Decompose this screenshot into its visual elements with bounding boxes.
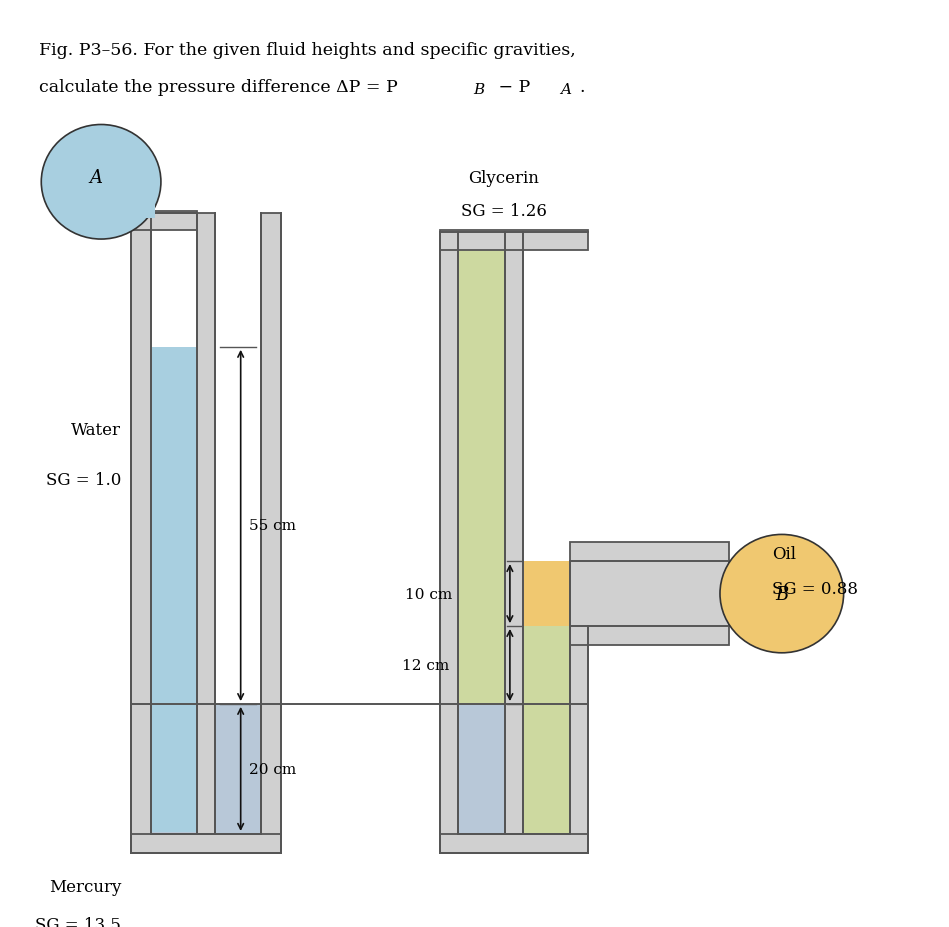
Circle shape (41, 125, 161, 240)
Text: Water: Water (71, 422, 121, 439)
Bar (569, 542, 729, 645)
Bar (505, 233, 523, 853)
Bar (131, 212, 196, 231)
Bar (261, 214, 281, 853)
Text: 10 cm: 10 cm (405, 587, 453, 601)
Text: B: B (473, 83, 484, 97)
Bar (569, 627, 587, 853)
Text: − P: − P (493, 79, 530, 95)
Bar (458, 705, 505, 834)
Text: calculate the pressure difference ΔP = P: calculate the pressure difference ΔP = P (39, 79, 398, 95)
Bar (440, 231, 587, 250)
Bar (440, 834, 587, 853)
Text: Mercury: Mercury (48, 878, 121, 895)
Bar (196, 214, 214, 853)
Bar (440, 231, 587, 250)
Bar (131, 834, 281, 853)
Bar (131, 212, 196, 231)
Bar (151, 832, 261, 853)
Text: 12 cm: 12 cm (402, 658, 450, 672)
Bar (523, 562, 569, 627)
Bar (130, 192, 155, 219)
Text: Fig. P3–56. For the given fluid heights and specific gravities,: Fig. P3–56. For the given fluid heights … (39, 43, 576, 59)
Text: .: . (580, 79, 586, 95)
Text: SG = 13.5: SG = 13.5 (35, 916, 121, 927)
Bar (458, 233, 505, 705)
Text: SG = 1.26: SG = 1.26 (461, 203, 547, 220)
Text: 55 cm: 55 cm (249, 519, 296, 533)
Bar (214, 705, 261, 834)
Text: SG = 1.0: SG = 1.0 (46, 472, 121, 489)
Text: B: B (775, 585, 789, 603)
Text: A: A (560, 83, 570, 97)
Text: SG = 0.88: SG = 0.88 (772, 580, 858, 598)
Text: Glycerin: Glycerin (469, 171, 539, 187)
Bar (440, 233, 458, 853)
Text: 20 cm: 20 cm (249, 762, 296, 776)
Bar (458, 832, 569, 853)
Bar (151, 348, 196, 834)
Circle shape (720, 535, 844, 654)
Bar (523, 627, 569, 834)
Text: Oil: Oil (772, 545, 796, 563)
Bar (569, 562, 729, 627)
Bar (131, 214, 151, 853)
Text: A: A (89, 169, 102, 187)
